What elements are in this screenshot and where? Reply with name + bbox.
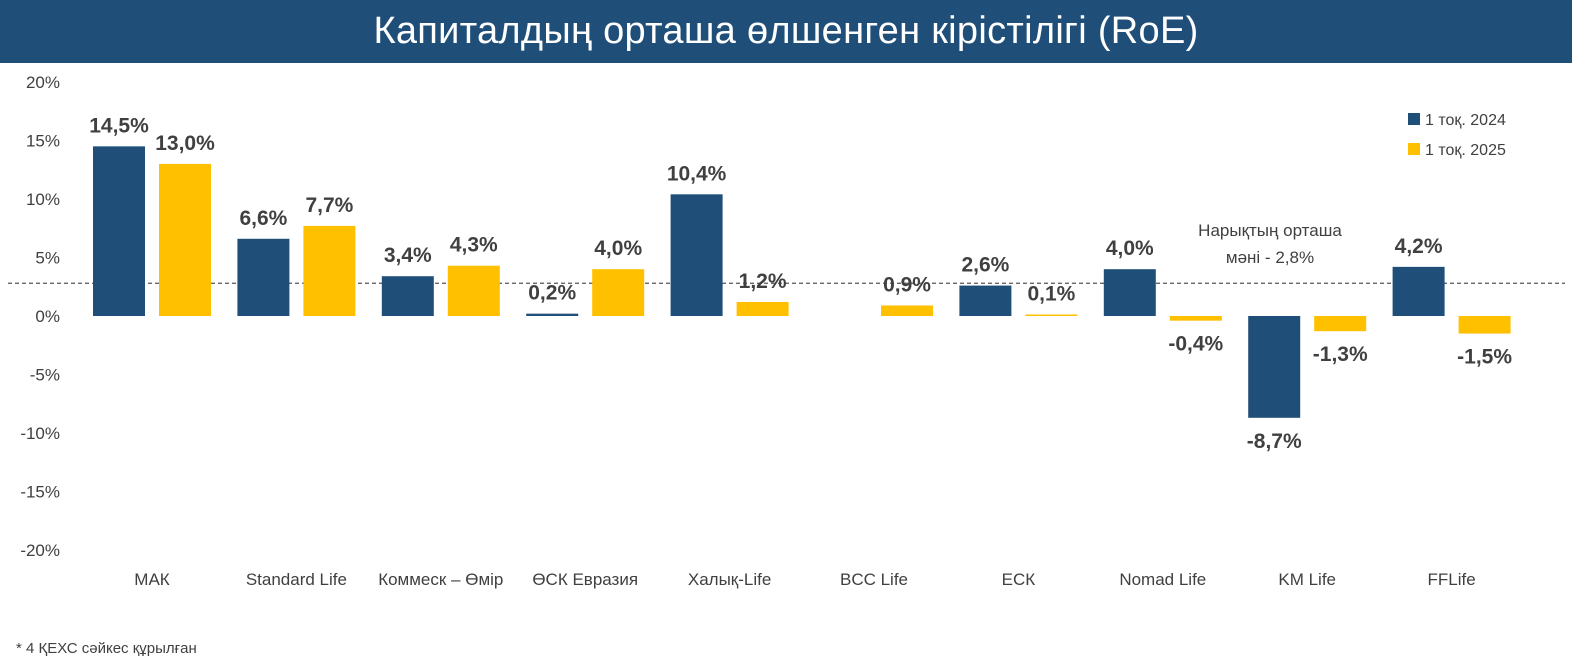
data-label: 6,6% [239, 207, 287, 230]
category-labels: МАК Standard Life Коммеск – Өмір ӨСК Еврази… [134, 570, 1475, 589]
data-label: 7,7% [305, 194, 353, 217]
data-label: -1,3% [1313, 343, 1368, 366]
data-label: 0,1% [1027, 283, 1075, 306]
category-label: Коммеск – Өмір [378, 570, 503, 589]
title-bar: Капиталдың орташа өлшенген кірістілігі (… [0, 0, 1572, 63]
data-label: 4,0% [594, 237, 642, 260]
data-label: 1,2% [739, 270, 787, 293]
data-label: 4,0% [1106, 237, 1154, 260]
y-tick-label: -20% [20, 541, 60, 560]
bar-2025 [1314, 316, 1367, 332]
legend-label: 1 тоқ. 2025 [1425, 142, 1506, 159]
category-label: МАК [134, 570, 170, 589]
legend-swatch-2025 [1408, 143, 1420, 155]
data-label: -1,5% [1457, 346, 1512, 369]
bar-2024 [381, 276, 434, 316]
data-label: 10,4% [667, 162, 727, 185]
bar-2024 [526, 313, 579, 316]
bar-2025 [1025, 314, 1078, 316]
y-tick-label: -10% [20, 424, 60, 443]
legend-swatch-2024 [1408, 113, 1420, 125]
category-label: Nomad Life [1119, 570, 1206, 589]
y-tick-label: 15% [26, 132, 60, 151]
bars [93, 146, 1511, 418]
data-label: -0,4% [1168, 333, 1223, 356]
bar-2024 [93, 146, 145, 316]
data-label: 0,2% [528, 282, 576, 305]
bar-2025 [159, 163, 211, 316]
data-label: 2,6% [961, 254, 1009, 277]
y-tick-label: -15% [20, 483, 60, 502]
reference-label-line2: мәні - 2,8% [1226, 248, 1314, 267]
data-labels: 14,5% 13,0% 6,6% 7,7% 3,4% 4,3% 0,2% 4,0% 10,4% 1… [89, 114, 1512, 452]
data-label: -8,7% [1247, 430, 1302, 453]
category-label: Халық-Life [688, 570, 771, 589]
reference-label-line1: Нарықтың орташа [1198, 221, 1342, 240]
legend: 1 тоқ. 2024 1 тоқ. 2025 [1408, 112, 1506, 159]
bar-2024 [1392, 266, 1445, 316]
y-axis: 20% 15% 10% 5% 0% -5% -10% -15% -20% [20, 73, 60, 560]
category-label: Standard Life [246, 570, 347, 589]
data-label: 0,9% [883, 273, 931, 296]
y-tick-label: 10% [26, 190, 60, 209]
bar-2025 [881, 305, 933, 316]
bar-2025 [1458, 316, 1511, 334]
y-tick-label: -5% [30, 366, 60, 385]
y-tick-label: 0% [35, 307, 60, 326]
category-label: KM Life [1278, 570, 1336, 589]
bar-2025 [447, 265, 500, 316]
data-label: 14,5% [89, 114, 149, 137]
category-label: ӨСК Евразия [532, 570, 638, 589]
bar-2024 [670, 194, 723, 316]
data-label: 13,0% [155, 132, 215, 155]
y-tick-label: 20% [26, 73, 60, 92]
bar-2025 [736, 301, 789, 316]
bar-2024 [959, 285, 1012, 316]
legend-label: 1 тоқ. 2024 [1425, 112, 1506, 129]
y-tick-label: 5% [35, 249, 60, 268]
category-label: ЕСК [1002, 570, 1036, 589]
chart-title: Капиталдың орташа өлшенген кірістілігі (… [373, 10, 1199, 52]
bar-2025 [592, 269, 645, 316]
category-label: FFLife [1428, 570, 1476, 589]
category-label: BCC Life [840, 570, 908, 589]
data-label: 4,3% [450, 234, 498, 257]
footnote: * 4 ҚЕХС сәйкес құрылған [16, 640, 197, 657]
data-label: 3,4% [384, 244, 432, 267]
bar-2024 [237, 238, 290, 316]
data-label: 4,2% [1395, 235, 1443, 258]
bar-2025 [1169, 316, 1222, 321]
bar-2025 [303, 225, 356, 316]
roe-bar-chart: 20% 15% 10% 5% 0% -5% -10% -15% -20% Нарықтың ор… [8, 73, 1565, 589]
bar-2024 [1248, 316, 1301, 418]
bar-2024 [1103, 269, 1156, 316]
